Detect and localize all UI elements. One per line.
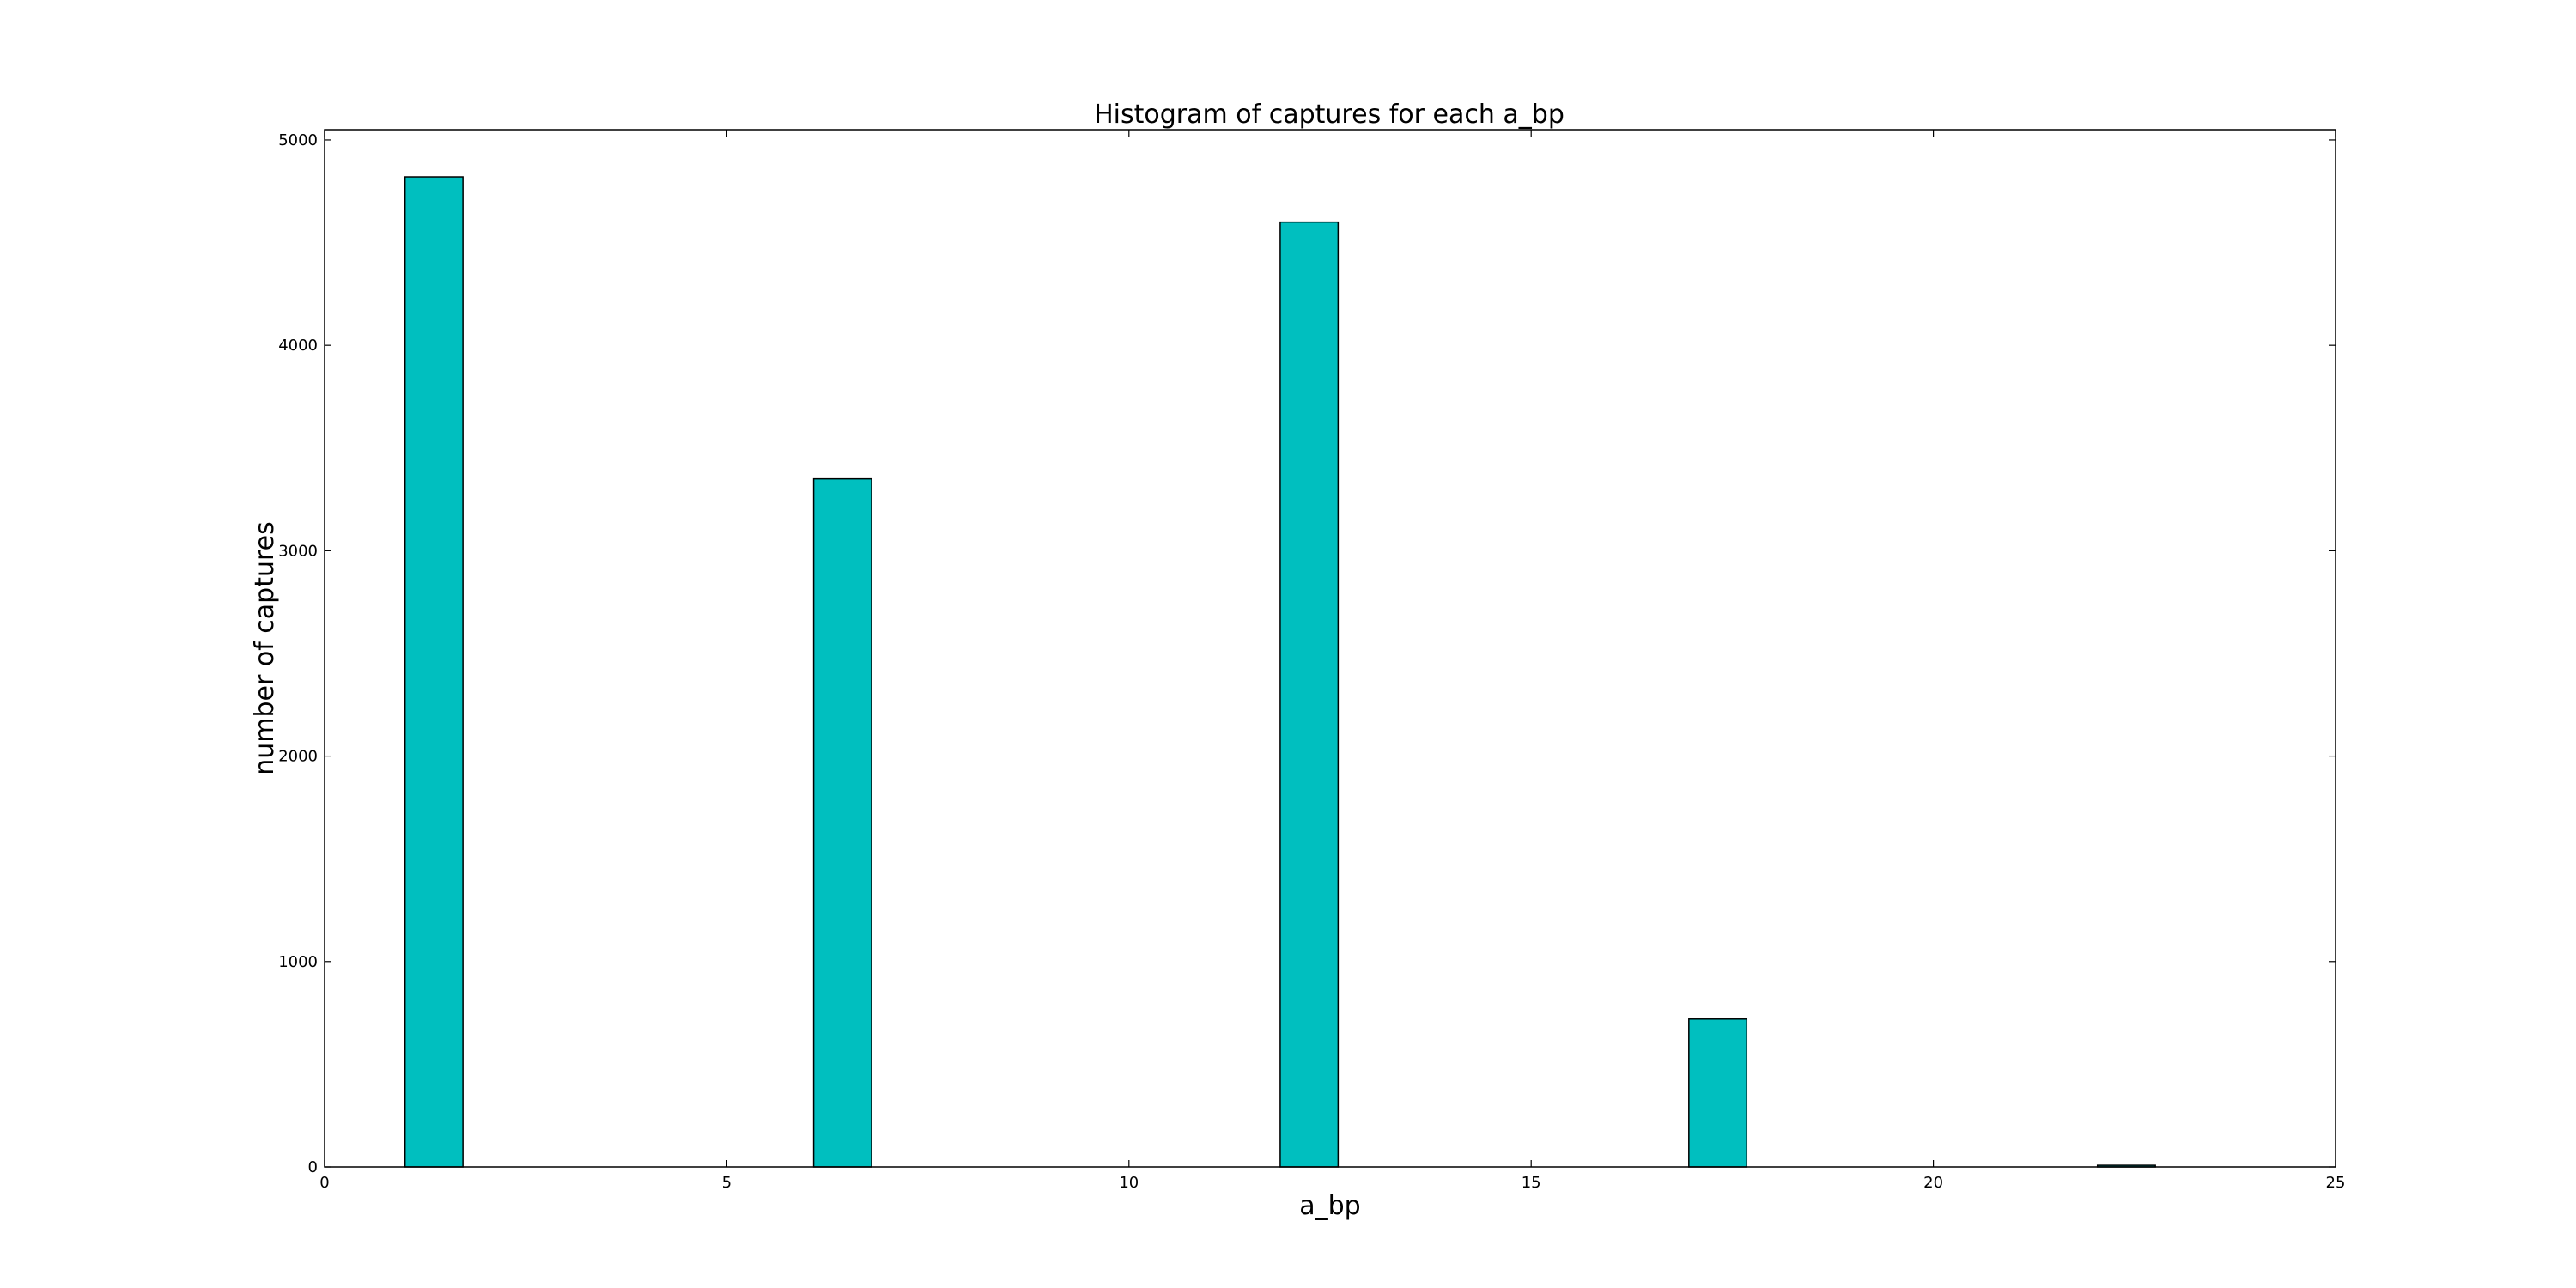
x-axis-label: a_bp <box>1299 1191 1360 1221</box>
y-axis-label: number of captures <box>250 521 280 775</box>
y-tick-label: 2000 <box>278 748 318 766</box>
y-tick-label: 1000 <box>278 953 318 971</box>
histogram-bar-4 <box>1688 1018 1748 1168</box>
histogram-bar-1 <box>404 176 464 1168</box>
x-tick-label: 10 <box>1119 1174 1139 1192</box>
x-tick-label: 0 <box>319 1174 329 1192</box>
y-tick-label: 5000 <box>278 131 318 149</box>
histogram-bar-2 <box>812 477 872 1168</box>
y-tick-label: 3000 <box>278 542 318 560</box>
plot-frame <box>324 129 2336 1168</box>
x-tick-label: 5 <box>722 1174 732 1192</box>
histogram-bar-3 <box>1279 221 1340 1168</box>
x-tick-label: 15 <box>1522 1174 1541 1192</box>
x-tick-label: 25 <box>2326 1174 2346 1192</box>
y-tick-label: 0 <box>308 1158 318 1176</box>
x-tick-label: 20 <box>1923 1174 1943 1192</box>
chart-title: Histogram of captures for each a_bp <box>1094 100 1564 130</box>
bars-group <box>404 176 2156 1168</box>
y-tick-label: 4000 <box>278 337 318 355</box>
